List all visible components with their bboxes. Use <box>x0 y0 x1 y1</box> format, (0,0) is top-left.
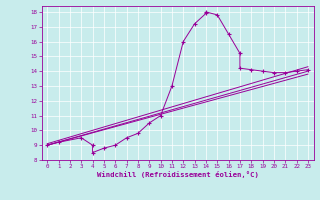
X-axis label: Windchill (Refroidissement éolien,°C): Windchill (Refroidissement éolien,°C) <box>97 171 259 178</box>
